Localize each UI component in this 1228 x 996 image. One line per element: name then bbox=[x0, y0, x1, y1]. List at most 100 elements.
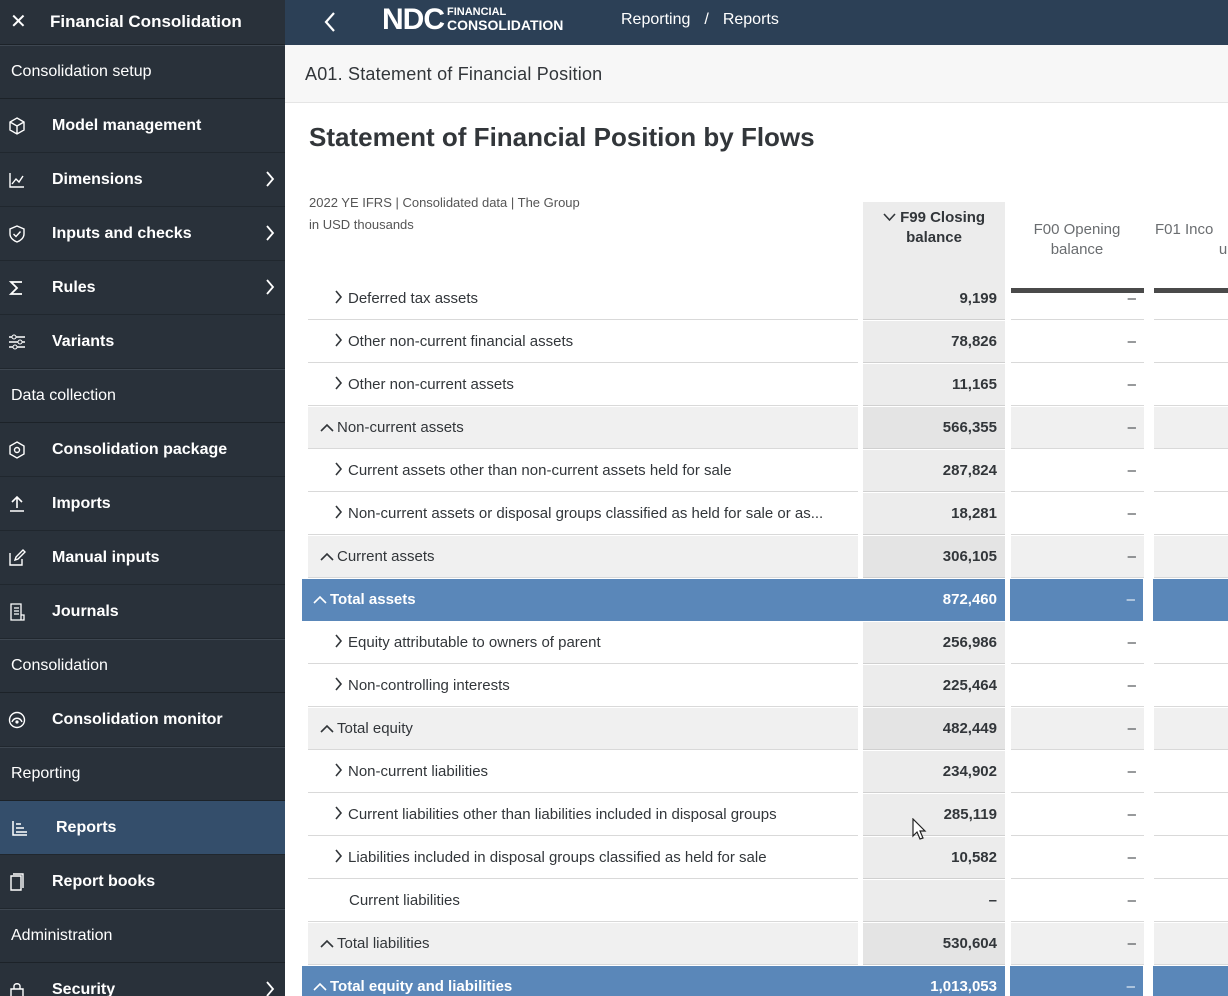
cell-f01[interactable] bbox=[1154, 665, 1228, 707]
sidebar-item-report-books[interactable]: Report books bbox=[0, 855, 285, 909]
chevron-right-icon[interactable] bbox=[331, 762, 345, 781]
chevron-right-icon[interactable] bbox=[331, 676, 345, 695]
cell-f99-closing-balance[interactable]: 225,464 bbox=[863, 665, 1005, 707]
cell-f00-opening-balance[interactable]: – bbox=[1011, 708, 1144, 750]
table-row[interactable]: Current assets other than non-current as… bbox=[303, 450, 1228, 493]
sidebar-item-consolidation-monitor[interactable]: Consolidation monitor bbox=[0, 693, 285, 747]
cell-f01[interactable] bbox=[1154, 407, 1228, 449]
cell-f00-opening-balance[interactable]: – bbox=[1011, 407, 1144, 449]
cell-f01[interactable] bbox=[1153, 966, 1228, 996]
chevron-right-icon[interactable] bbox=[331, 633, 345, 652]
cell-f99-closing-balance[interactable]: 872,460 bbox=[863, 579, 1005, 621]
cell-f99-closing-balance[interactable]: 11,165 bbox=[863, 364, 1005, 406]
chevron-right-icon[interactable] bbox=[331, 289, 345, 308]
cell-f01[interactable] bbox=[1154, 450, 1228, 492]
cell-f01[interactable] bbox=[1154, 880, 1228, 922]
cell-f00-opening-balance[interactable]: – bbox=[1010, 579, 1143, 621]
cell-f01[interactable] bbox=[1154, 794, 1228, 836]
cell-f01[interactable] bbox=[1154, 493, 1228, 535]
cell-f01[interactable] bbox=[1154, 622, 1228, 664]
cell-f01[interactable] bbox=[1154, 923, 1228, 965]
sidebar-item-variants[interactable]: Variants bbox=[0, 315, 285, 369]
cell-f00-opening-balance[interactable]: – bbox=[1011, 751, 1144, 793]
table-row[interactable]: Other non-current financial assets 78,826… bbox=[303, 321, 1228, 364]
table-subtotal-row[interactable]: Total equity 482,449– bbox=[303, 708, 1228, 751]
cell-f00-opening-balance[interactable]: – bbox=[1011, 837, 1144, 879]
table-row[interactable]: Non-current assets or disposal groups cl… bbox=[303, 493, 1228, 536]
sidebar-item-consolidation-package[interactable]: Consolidation package bbox=[0, 423, 285, 477]
cell-f99-closing-balance[interactable]: 285,119 bbox=[863, 794, 1005, 836]
sidebar-item-rules[interactable]: Rules bbox=[0, 261, 285, 315]
chevron-up-icon[interactable] bbox=[320, 720, 334, 737]
column-header-f99[interactable]: F99 Closing balance bbox=[863, 202, 1005, 292]
table-total-row[interactable]: Total assets 872,460– bbox=[302, 579, 1228, 622]
table-row[interactable]: Non-current liabilities 234,902– bbox=[303, 751, 1228, 794]
chevron-up-icon[interactable] bbox=[313, 978, 327, 995]
chevron-right-icon[interactable] bbox=[331, 375, 345, 394]
cell-f99-closing-balance[interactable]: 256,986 bbox=[863, 622, 1005, 664]
cell-f01[interactable] bbox=[1154, 278, 1228, 320]
cell-f99-closing-balance[interactable]: 78,826 bbox=[863, 321, 1005, 363]
back-icon[interactable] bbox=[323, 11, 337, 38]
sidebar-item-security[interactable]: Security bbox=[0, 963, 285, 996]
cell-f99-closing-balance[interactable]: 18,281 bbox=[863, 493, 1005, 535]
sidebar-item-imports[interactable]: Imports bbox=[0, 477, 285, 531]
cell-f01[interactable] bbox=[1154, 837, 1228, 879]
cell-f00-opening-balance[interactable]: – bbox=[1011, 880, 1144, 922]
chevron-right-icon[interactable] bbox=[331, 504, 345, 523]
table-row[interactable]: Other non-current assets 11,165– bbox=[303, 364, 1228, 407]
cell-f00-opening-balance[interactable]: – bbox=[1011, 536, 1144, 578]
cell-f99-closing-balance[interactable]: 10,582 bbox=[863, 837, 1005, 879]
table-row[interactable]: Current liabilities other than liabiliti… bbox=[303, 794, 1228, 837]
sidebar-item-manual-inputs[interactable]: Manual inputs bbox=[0, 531, 285, 585]
ndc-logo[interactable]: NDC FINANCIAL CONSOLIDATION bbox=[382, 5, 563, 35]
cell-f99-closing-balance[interactable]: 306,105 bbox=[863, 536, 1005, 578]
cell-f99-closing-balance[interactable]: 234,902 bbox=[863, 751, 1005, 793]
cell-f01[interactable] bbox=[1154, 708, 1228, 750]
close-icon[interactable]: ✕ bbox=[10, 11, 27, 33]
table-subtotal-row[interactable]: Total liabilities 530,604– bbox=[303, 923, 1228, 966]
table-row[interactable]: Deferred tax assets 9,199– bbox=[303, 278, 1228, 321]
sidebar-item-inputs-and-checks[interactable]: Inputs and checks bbox=[0, 207, 285, 261]
table-row[interactable]: Liabilities included in disposal groups … bbox=[303, 837, 1228, 880]
breadcrumb-reporting[interactable]: Reporting bbox=[621, 11, 691, 28]
table-row[interactable]: Non-controlling interests 225,464– bbox=[303, 665, 1228, 708]
cell-f99-closing-balance[interactable]: 530,604 bbox=[863, 923, 1005, 965]
cell-f00-opening-balance[interactable]: – bbox=[1011, 493, 1144, 535]
chevron-right-icon[interactable] bbox=[331, 805, 345, 824]
cell-f99-closing-balance[interactable]: 566,355 bbox=[863, 407, 1005, 449]
column-header-f00[interactable]: F00 Opening balance bbox=[1033, 221, 1121, 258]
cell-f00-opening-balance[interactable]: – bbox=[1011, 622, 1144, 664]
sidebar-item-reports[interactable]: Reports bbox=[0, 801, 285, 855]
cell-f99-closing-balance[interactable]: 1,013,053 bbox=[863, 966, 1005, 996]
cell-f01[interactable] bbox=[1154, 364, 1228, 406]
breadcrumb-reports[interactable]: Reports bbox=[722, 11, 779, 28]
chevron-up-icon[interactable] bbox=[313, 591, 327, 608]
cell-f00-opening-balance[interactable]: – bbox=[1011, 665, 1144, 707]
table-row[interactable]: Current liabilities – – bbox=[303, 880, 1228, 923]
cell-f01[interactable] bbox=[1154, 536, 1228, 578]
cell-f01[interactable] bbox=[1153, 579, 1228, 621]
chevron-up-icon[interactable] bbox=[320, 419, 334, 436]
sidebar-item-journals[interactable]: Journals bbox=[0, 585, 285, 639]
sidebar-item-dimensions[interactable]: Dimensions bbox=[0, 153, 285, 207]
chevron-right-icon[interactable] bbox=[331, 332, 345, 351]
cell-f01[interactable] bbox=[1154, 321, 1228, 363]
cell-f00-opening-balance[interactable]: – bbox=[1010, 966, 1143, 996]
cell-f99-closing-balance[interactable]: 482,449 bbox=[863, 708, 1005, 750]
sidebar-item-model-management[interactable]: Model management bbox=[0, 99, 285, 153]
chevron-up-icon[interactable] bbox=[320, 935, 334, 952]
cell-f01[interactable] bbox=[1154, 751, 1228, 793]
table-subtotal-row[interactable]: Non-current assets 566,355– bbox=[303, 407, 1228, 450]
column-header-f01[interactable]: F01 Inco unit bbox=[1155, 221, 1228, 258]
cell-f99-closing-balance[interactable]: 9,199 bbox=[863, 278, 1005, 320]
cell-f00-opening-balance[interactable]: – bbox=[1011, 321, 1144, 363]
chevron-right-icon[interactable] bbox=[331, 461, 345, 480]
chevron-up-icon[interactable] bbox=[320, 548, 334, 565]
chevron-right-icon[interactable] bbox=[331, 848, 345, 867]
table-row[interactable]: Equity attributable to owners of parent 2… bbox=[303, 622, 1228, 665]
cell-f99-closing-balance[interactable]: – bbox=[863, 880, 1005, 922]
cell-f99-closing-balance[interactable]: 287,824 bbox=[863, 450, 1005, 492]
cell-f00-opening-balance[interactable]: – bbox=[1011, 278, 1144, 320]
table-total-row[interactable]: Total equity and liabilities 1,013,053– bbox=[302, 966, 1228, 996]
